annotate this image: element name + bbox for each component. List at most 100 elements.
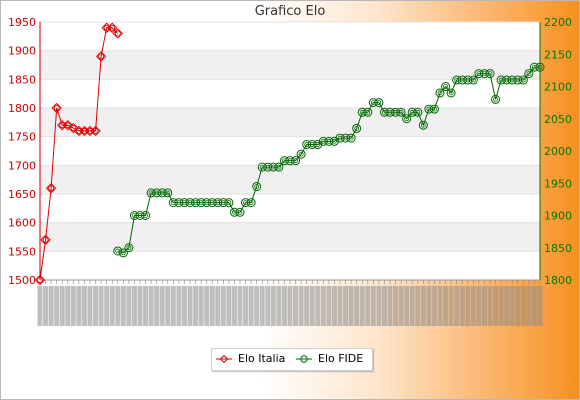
data-point-elo-italia-inner	[87, 128, 93, 134]
data-point-elo-fide	[379, 107, 389, 117]
x-tick-label-block	[381, 286, 387, 326]
data-point-elo-fide	[335, 133, 345, 143]
data-point-elo-fide-inner	[470, 77, 476, 83]
x-tick-label-block	[437, 286, 443, 326]
data-point-elo-fide	[285, 156, 295, 166]
left-tick-label: 1700	[8, 159, 36, 172]
data-point-elo-italia-inner	[64, 122, 71, 129]
data-point-elo-italia-inner	[75, 128, 82, 134]
data-point-elo-fide-inner	[365, 109, 371, 115]
data-point-elo-fide	[235, 207, 245, 217]
data-point-elo-fide	[324, 136, 334, 146]
data-point-elo-fide	[368, 98, 378, 108]
data-point-elo-italia	[62, 119, 73, 131]
data-point-elo-fide	[535, 62, 545, 72]
data-point-elo-italia	[45, 183, 57, 194]
data-point-elo-italia	[112, 28, 123, 39]
data-point-elo-italia-inner	[92, 128, 99, 134]
x-tick-label-block	[259, 286, 265, 326]
x-tick-label-block	[509, 286, 515, 326]
data-point-elo-fide	[502, 75, 512, 85]
data-point-elo-fide-inner	[165, 190, 171, 196]
data-point-elo-italia-inner	[114, 30, 121, 37]
data-point-elo-fide	[291, 156, 301, 166]
x-tick-label-block	[154, 286, 160, 326]
data-point-elo-fide	[135, 211, 145, 220]
data-point-elo-fide-inner	[526, 71, 532, 76]
x-tick-label-block	[459, 286, 465, 326]
data-point-elo-fide	[168, 198, 178, 208]
x-tick-label-block	[243, 286, 249, 326]
data-point-elo-italia	[68, 122, 79, 134]
x-tick-label-block	[476, 286, 482, 326]
left-tick-label: 1500	[8, 274, 36, 287]
x-tick-label-block	[365, 286, 371, 326]
data-point-elo-fide-inner	[448, 90, 454, 96]
data-point-elo-fide-inner	[432, 106, 437, 112]
x-tick-label-block	[159, 286, 165, 326]
x-tick-label-block	[426, 286, 432, 326]
x-tick-label-block	[320, 286, 326, 326]
x-tick-label-block	[48, 286, 54, 326]
grid-band	[40, 222, 540, 252]
data-point-elo-fide	[163, 188, 173, 198]
x-tick-label-block	[143, 286, 149, 326]
data-point-elo-fide	[246, 198, 256, 208]
x-tick-label-block	[481, 286, 487, 326]
data-point-elo-fide	[374, 98, 384, 108]
data-point-elo-fide	[507, 75, 517, 85]
legend: Elo Italia Elo FIDE	[211, 348, 373, 371]
data-point-elo-italia-inner	[37, 277, 43, 283]
x-tick-label-block	[309, 286, 315, 326]
x-tick-label-block	[448, 286, 454, 326]
data-point-elo-fide-inner	[237, 209, 243, 215]
grid-band	[40, 50, 540, 80]
data-point-elo-fide	[363, 107, 373, 117]
data-point-elo-fide	[207, 198, 217, 208]
x-tick-label-block	[376, 286, 382, 326]
data-point-elo-fide	[218, 198, 228, 208]
grid-band	[40, 108, 540, 137]
data-point-elo-fide	[229, 207, 239, 217]
right-tick-label: 2100	[544, 81, 572, 94]
data-point-elo-fide-inner	[376, 100, 382, 106]
data-point-elo-fide-inner	[493, 97, 498, 102]
x-tick-label-block	[165, 286, 171, 326]
data-point-elo-fide-inner	[354, 126, 360, 131]
data-point-elo-italia-inner	[98, 53, 105, 60]
x-tick-label-block	[393, 286, 399, 326]
left-tick-label: 1800	[8, 102, 36, 115]
data-point-elo-fide-inner	[120, 250, 126, 256]
data-point-elo-fide-inner	[332, 138, 337, 144]
chart-title: Grafico Elo	[254, 4, 326, 19]
data-point-elo-fide	[518, 75, 528, 85]
x-tick-label-block	[504, 286, 510, 326]
x-tick-label-block	[131, 286, 137, 326]
data-point-elo-fide-inner	[487, 71, 493, 76]
x-tick-label-block	[137, 286, 143, 326]
x-tick-label-block	[87, 286, 93, 326]
x-tick-label-block	[498, 286, 504, 326]
data-point-elo-fide	[529, 62, 539, 72]
data-point-elo-fide	[468, 75, 478, 85]
data-point-elo-fide	[463, 75, 473, 85]
x-tick-label-block	[248, 286, 254, 326]
x-tick-label-block	[254, 286, 260, 326]
x-tick-label-block	[443, 286, 449, 326]
data-point-elo-fide-inner	[415, 109, 421, 115]
x-tick-label-block	[109, 286, 115, 326]
data-point-elo-fide-inner	[437, 90, 443, 96]
data-point-elo-italia	[40, 234, 51, 246]
data-point-elo-fide	[424, 104, 434, 114]
x-tick-label-block	[370, 286, 376, 326]
data-point-elo-italia-inner	[109, 24, 116, 31]
data-point-elo-fide	[485, 69, 495, 79]
data-point-elo-fide	[491, 94, 501, 104]
right-tick-label: 1800	[544, 274, 572, 287]
x-tick-label-block	[120, 286, 126, 326]
x-tick-label-block	[298, 286, 304, 326]
data-point-elo-italia	[51, 102, 62, 114]
left-tick-label: 1900	[8, 45, 36, 58]
data-point-elo-fide	[196, 198, 206, 208]
x-tick-label-block	[354, 286, 360, 326]
